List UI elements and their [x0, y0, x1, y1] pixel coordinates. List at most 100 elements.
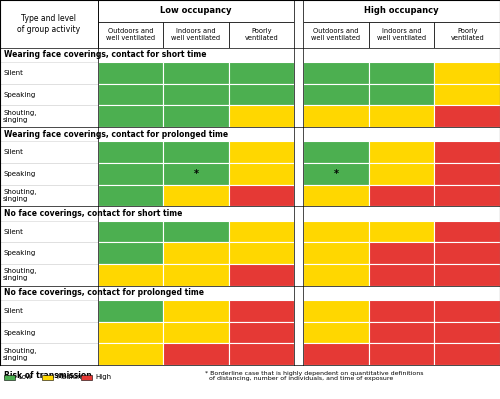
Bar	[294, 185, 303, 206]
Text: Type and level
of group activity: Type and level of group activity	[17, 14, 80, 34]
Bar	[303, 322, 369, 344]
Bar	[163, 264, 228, 286]
Bar	[303, 185, 369, 206]
Text: Silent: Silent	[3, 229, 23, 235]
Bar	[0, 300, 98, 322]
Bar	[0, 48, 500, 62]
Bar	[228, 105, 294, 127]
Bar	[369, 141, 434, 163]
Bar	[303, 242, 369, 264]
Bar	[0, 163, 98, 185]
Bar	[294, 105, 303, 127]
Bar	[294, 163, 303, 185]
Bar	[228, 344, 294, 365]
Bar	[294, 141, 303, 163]
Bar	[163, 185, 228, 206]
Bar	[228, 62, 294, 84]
Bar	[163, 84, 228, 105]
Text: Low occupancy: Low occupancy	[160, 6, 232, 16]
Bar	[434, 141, 500, 163]
Text: Medium: Medium	[56, 374, 84, 381]
Bar	[434, 344, 500, 365]
Bar	[369, 221, 434, 242]
Bar	[163, 163, 228, 185]
Bar	[228, 264, 294, 286]
Bar	[228, 322, 294, 344]
Bar	[294, 221, 303, 242]
Bar	[0, 185, 98, 206]
Text: Outdoors and
well ventilated: Outdoors and well ventilated	[106, 28, 155, 41]
Bar	[0, 286, 500, 300]
Text: Silent: Silent	[3, 149, 23, 155]
Bar	[0, 206, 500, 221]
Bar	[98, 163, 163, 185]
Bar	[369, 344, 434, 365]
Text: Wearing face coverings, contact for short time: Wearing face coverings, contact for shor…	[4, 51, 206, 59]
Bar	[369, 62, 434, 84]
Bar	[98, 105, 163, 127]
Bar	[303, 0, 500, 22]
Text: High: High	[95, 374, 111, 381]
Text: * Borderline case that is highly dependent on quantitative definitions
  of dist: * Borderline case that is highly depende…	[205, 371, 424, 381]
Text: Shouting,
singing: Shouting, singing	[3, 348, 36, 361]
Bar	[0, 141, 98, 163]
Text: Speaking: Speaking	[3, 330, 35, 336]
Bar	[0, 84, 98, 105]
Bar	[303, 62, 369, 84]
Bar	[0, 221, 98, 242]
Bar	[369, 185, 434, 206]
Bar	[303, 221, 369, 242]
Bar	[228, 242, 294, 264]
Bar	[303, 105, 369, 127]
Bar	[434, 300, 500, 322]
Text: No face coverings, contact for short time: No face coverings, contact for short tim…	[4, 209, 182, 218]
Bar	[0, 242, 98, 264]
Bar	[434, 62, 500, 84]
Bar	[294, 344, 303, 365]
Bar	[369, 242, 434, 264]
Bar	[4, 375, 15, 380]
Bar	[369, 22, 434, 48]
Bar	[303, 84, 369, 105]
Bar	[303, 163, 369, 185]
Bar	[369, 105, 434, 127]
Bar	[303, 22, 369, 48]
Bar	[42, 375, 54, 380]
Bar	[163, 322, 228, 344]
Bar	[228, 84, 294, 105]
Bar	[98, 300, 163, 322]
Bar	[0, 344, 98, 365]
Bar	[369, 264, 434, 286]
Bar	[294, 322, 303, 344]
Bar	[434, 105, 500, 127]
Text: No face coverings, contact for prolonged time: No face coverings, contact for prolonged…	[4, 288, 204, 297]
Bar	[228, 300, 294, 322]
Bar	[98, 22, 163, 48]
Bar	[303, 344, 369, 365]
Text: Silent: Silent	[3, 70, 23, 76]
Bar	[163, 105, 228, 127]
Bar	[81, 375, 92, 380]
Bar	[434, 22, 500, 48]
Bar	[294, 300, 303, 322]
Bar	[98, 264, 163, 286]
Bar	[294, 84, 303, 105]
Bar	[369, 300, 434, 322]
Bar	[303, 300, 369, 322]
Bar	[163, 62, 228, 84]
Bar	[0, 127, 500, 141]
Bar	[369, 84, 434, 105]
Bar	[294, 22, 303, 48]
Bar	[163, 300, 228, 322]
Bar	[228, 141, 294, 163]
Bar	[0, 62, 98, 84]
Bar	[98, 344, 163, 365]
Bar	[0, 322, 98, 344]
Text: Silent: Silent	[3, 308, 23, 314]
Bar	[294, 62, 303, 84]
Text: Indoors and
well ventilated: Indoors and well ventilated	[172, 28, 220, 41]
Text: Speaking: Speaking	[3, 92, 35, 98]
Bar	[294, 264, 303, 286]
Text: Low: Low	[18, 374, 32, 381]
Bar	[434, 322, 500, 344]
